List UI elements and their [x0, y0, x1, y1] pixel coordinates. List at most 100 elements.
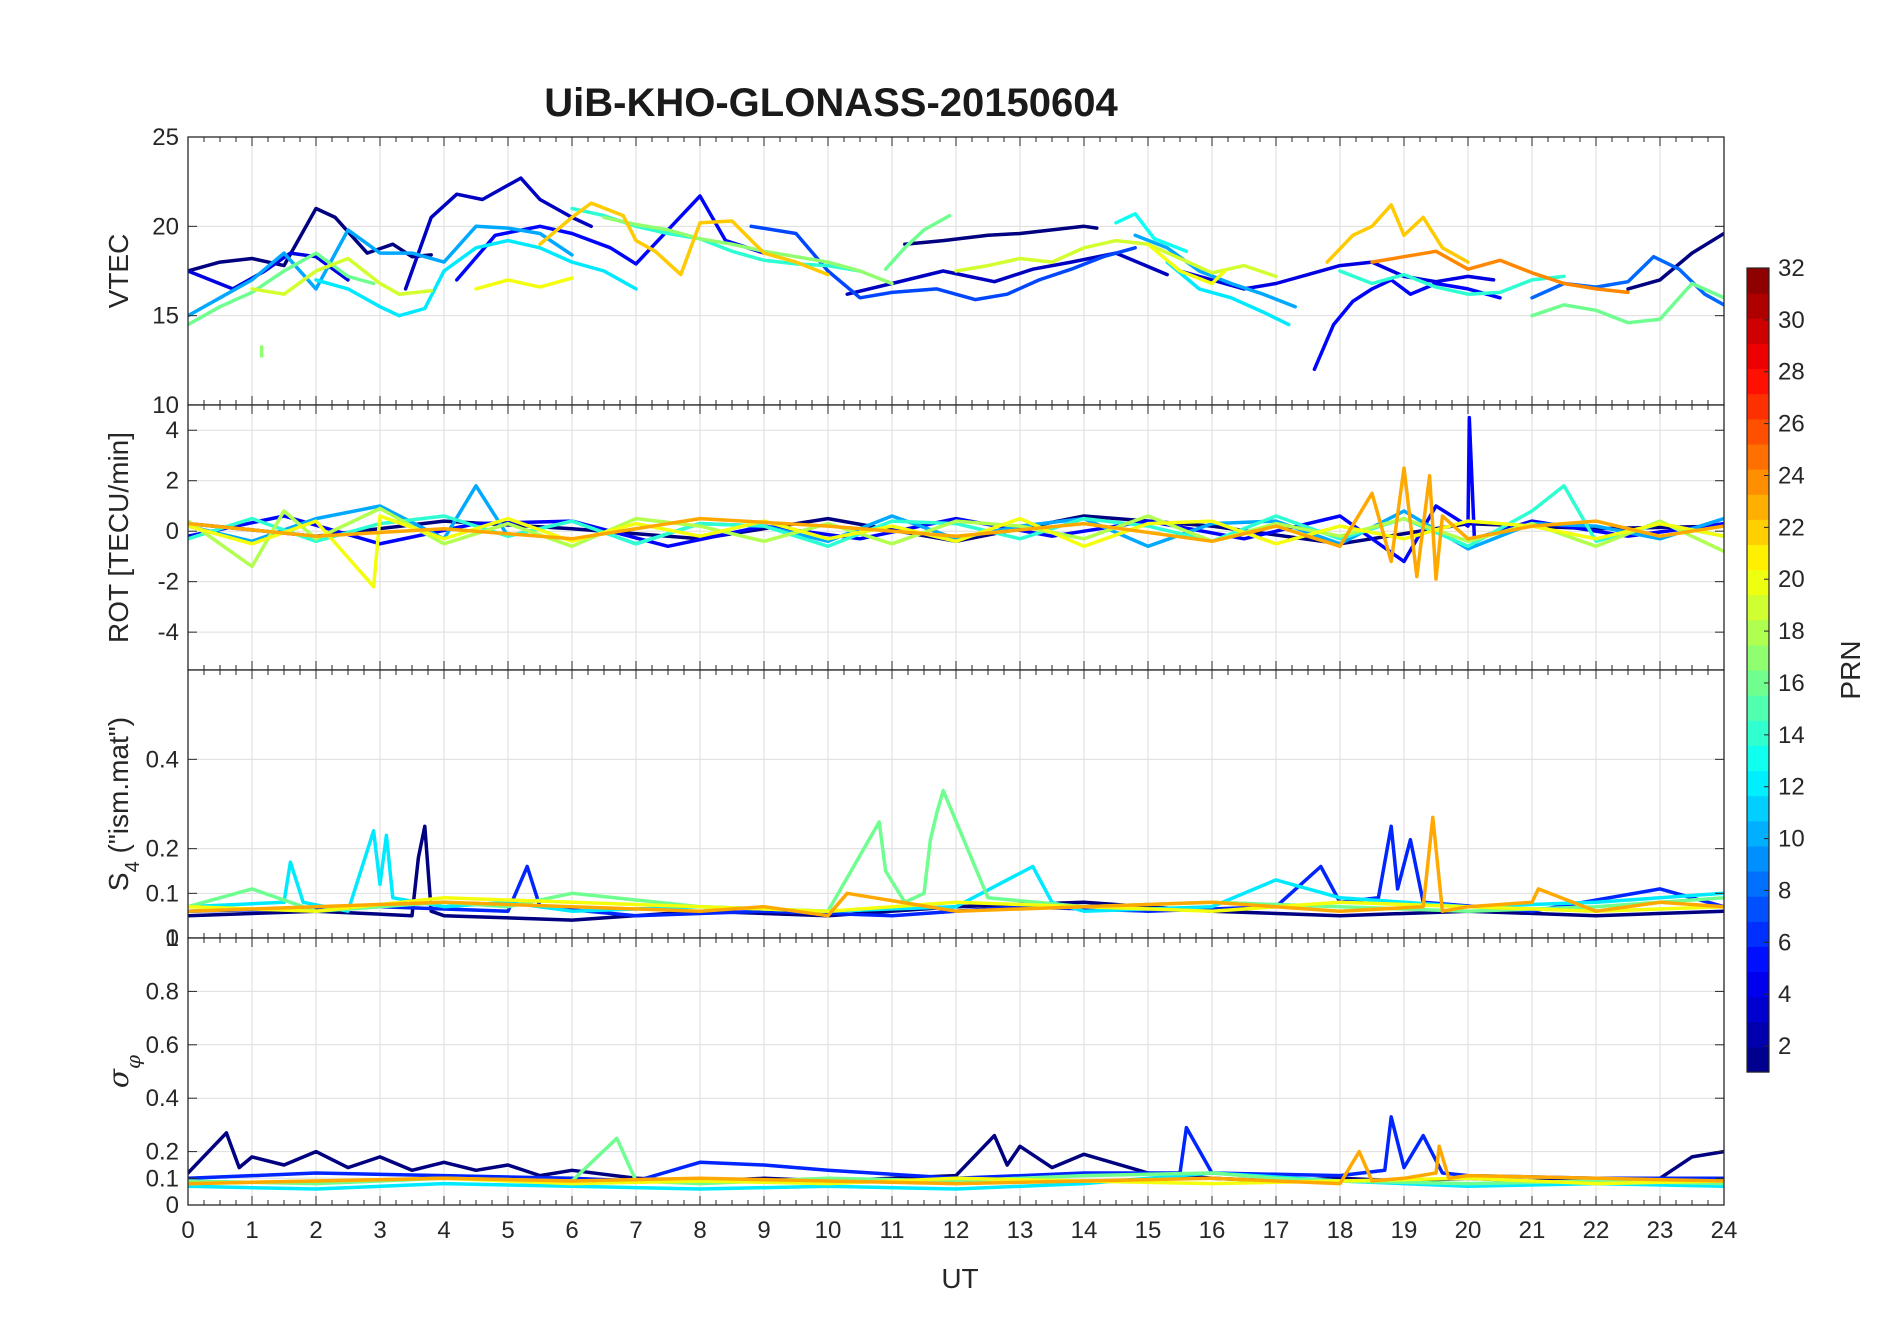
y-axis-label: S4 ("ism.mat") — [103, 717, 144, 891]
colorbar-segment — [1747, 469, 1769, 495]
x-tick-label: 12 — [943, 1217, 970, 1244]
series-line-prn-22 — [538, 201, 830, 277]
colorbar-segment — [1747, 569, 1769, 596]
x-tick-label: 21 — [1519, 1217, 1546, 1244]
colorbar-segment — [1747, 1021, 1769, 1048]
series-group — [188, 176, 1724, 372]
y-tick-label: 15 — [152, 303, 179, 330]
x-tick-label: 3 — [373, 1217, 386, 1244]
series-line-prn-23 — [188, 466, 1724, 581]
colorbar-segment — [1747, 519, 1769, 545]
colorbar-segment — [1747, 418, 1769, 445]
x-tick-label: 20 — [1455, 1217, 1482, 1244]
y-tick-label: 0 — [166, 518, 179, 545]
series-line-prn-23 — [188, 1144, 1724, 1186]
x-tick-label: 23 — [1647, 1217, 1674, 1244]
colorbar-tick-label: 2 — [1778, 1033, 1791, 1060]
colorbar-tick-label: 10 — [1778, 826, 1805, 853]
x-tick-label: 4 — [437, 1217, 450, 1244]
x-tick-label: 2 — [309, 1217, 322, 1244]
colorbar-tick-label: 22 — [1778, 514, 1805, 541]
series-line-prn-12 — [1165, 260, 1291, 327]
y-tick-label: 25 — [152, 124, 179, 151]
colorbar-segment — [1747, 996, 1769, 1023]
y-tick-label: 0.4 — [146, 1085, 179, 1112]
x-tick-label: 11 — [880, 1217, 905, 1244]
colorbar-frame — [1746, 267, 1770, 1073]
colorbar-tick-label: 8 — [1778, 877, 1791, 904]
series-line-prn-12 — [188, 1171, 1724, 1191]
y-tick-label: 0.6 — [146, 1032, 179, 1059]
colorbar-segment — [1747, 720, 1769, 746]
series-line-prn-13 — [1114, 212, 1189, 254]
colorbar-segment — [1747, 293, 1769, 319]
colorbar-tick-label: 32 — [1778, 255, 1805, 282]
chart-title: UiB-KHO-GLONASS-20150604 — [544, 81, 1118, 125]
colorbar-segment — [1747, 770, 1769, 797]
colorbar-segment — [1747, 368, 1769, 395]
colorbar-tick-label: 26 — [1778, 411, 1805, 438]
y-tick-label: -4 — [158, 619, 179, 646]
series-line-prn-16 — [1530, 281, 1724, 325]
colorbar-segment — [1747, 670, 1769, 696]
x-tick-label: 6 — [565, 1217, 578, 1244]
y-axis-label: ROT [TECU/min] — [103, 432, 134, 643]
series-line-prn-12 — [314, 238, 638, 318]
colorbar-tick-label: 14 — [1778, 722, 1805, 749]
y-tick-label: 10 — [152, 392, 179, 419]
colorbar-segment — [1747, 871, 1769, 897]
y-axis-label: σφ — [102, 1055, 145, 1088]
y-tick-label: 0.4 — [146, 746, 179, 773]
x-tick-label: 1 — [245, 1217, 258, 1244]
x-tick-label: 16 — [1199, 1217, 1226, 1244]
y-tick-label: 0 — [166, 925, 179, 952]
series-line-prn-20 — [474, 276, 574, 291]
y-tick-label: 1 — [166, 925, 179, 952]
y-axis-label: VTEC — [103, 234, 134, 309]
y-tick-label: 0.1 — [146, 880, 179, 907]
x-tick-label: 8 — [693, 1217, 706, 1244]
series-line-prn-1 — [903, 224, 1099, 246]
series-line-prn-3 — [403, 176, 593, 291]
colorbar-tick-label: 6 — [1778, 929, 1791, 956]
x-tick-label: 10 — [815, 1217, 842, 1244]
colorbar-segment — [1747, 343, 1769, 370]
colorbar-segment — [1747, 544, 1769, 571]
series-line-prn-10 — [188, 224, 574, 318]
x-tick-label: 15 — [1135, 1217, 1162, 1244]
colorbar-segment — [1747, 845, 1769, 872]
series-group — [188, 788, 1724, 922]
x-tick-label: 0 — [181, 1217, 194, 1244]
colorbar-segment — [1747, 443, 1769, 470]
colorbar-tick-label: 16 — [1778, 670, 1805, 697]
series-line-prn-19 — [250, 256, 433, 296]
colorbar-segment — [1747, 318, 1769, 344]
colorbar-segment — [1747, 745, 1769, 772]
series-line-prn-1 — [188, 206, 433, 273]
x-tick-label: 18 — [1327, 1217, 1354, 1244]
x-tick-label: 14 — [1071, 1217, 1098, 1244]
x-axis-label: UT — [941, 1263, 978, 1294]
panel-3: 0 0.1 0.2 0.4S4 ("ism.mat") — [103, 669, 1725, 952]
y-tick-label: 0 — [166, 1192, 179, 1219]
x-tick-label: 13 — [1007, 1217, 1034, 1244]
colorbar-tick-label: 20 — [1778, 566, 1805, 593]
series-line-prn-20 — [1146, 242, 1227, 286]
colorbar-segment — [1747, 695, 1769, 721]
colorbar-tick-label: 12 — [1778, 774, 1805, 801]
colorbar-segment — [1747, 896, 1769, 922]
colorbar-tick-label: 24 — [1778, 462, 1805, 489]
y-tick-label: 0.2 — [146, 1139, 179, 1166]
colorbar-segment — [1747, 1046, 1769, 1073]
colorbar-segment — [1747, 795, 1769, 822]
series-line-prn-23 — [188, 815, 1724, 918]
y-tick-label: 0.8 — [146, 978, 179, 1005]
x-tick-label: 7 — [629, 1217, 642, 1244]
colorbar-segment — [1747, 644, 1769, 671]
y-tick-label: -2 — [158, 569, 179, 596]
series-line-prn-16 — [883, 213, 952, 271]
x-tick-label: 17 — [1263, 1217, 1290, 1244]
